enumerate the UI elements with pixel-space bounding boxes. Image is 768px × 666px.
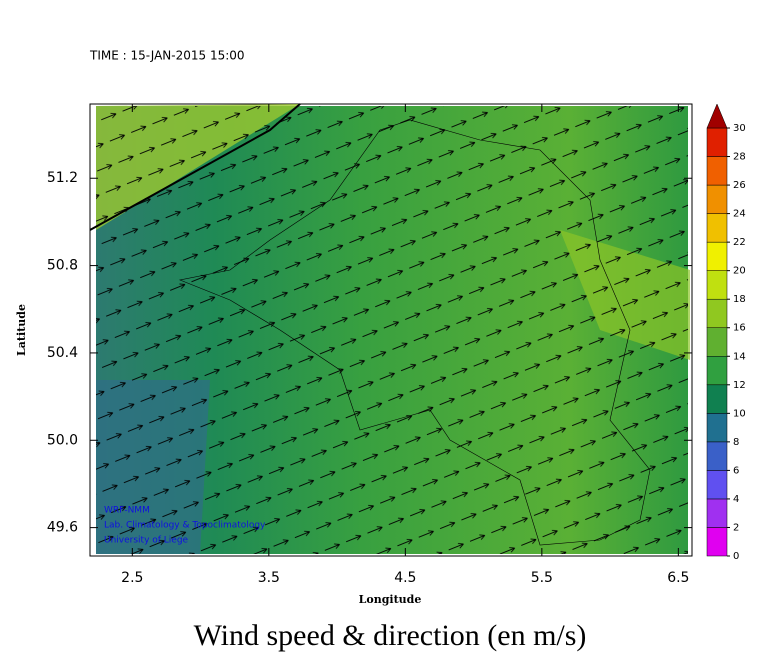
colorbar-bin <box>706 184 728 214</box>
colorbar-label: 2 <box>733 522 739 533</box>
colorbar-label: 26 <box>733 180 746 191</box>
colorbar-label: 0 <box>733 551 739 562</box>
colorbar-bin <box>706 441 728 471</box>
x-tick-label: 5.5 <box>531 570 553 586</box>
colorbar-label: 18 <box>733 294 746 305</box>
colorbar-label: 4 <box>733 494 739 505</box>
colorbar-bin <box>706 127 728 157</box>
x-tick-label: 3.5 <box>258 570 280 586</box>
colorbar-bin <box>706 241 728 271</box>
colorbar-bin <box>706 327 728 357</box>
y-tick-label: 50.0 <box>47 432 78 448</box>
y-tick-label: 50.4 <box>47 345 78 361</box>
x-tick-label: 4.5 <box>394 570 416 586</box>
x-tick-label: 2.5 <box>121 570 143 586</box>
footer-title: Wind speed & direction (en m/s) <box>194 619 587 652</box>
colorbar-bin <box>706 384 728 414</box>
credit: University of Liege <box>104 536 189 546</box>
time-label: TIME : 15-JAN-2015 15:00 <box>89 49 245 63</box>
map-area <box>89 103 693 557</box>
colorbar-label: 22 <box>733 237 746 248</box>
colorbar-bin <box>706 356 728 386</box>
colorbar-label: 30 <box>733 123 746 134</box>
colorbar-label: 28 <box>733 152 746 163</box>
colorbar-label: 10 <box>733 408 746 419</box>
colorbar-bin <box>706 413 728 443</box>
colorbar-label: 14 <box>733 351 746 362</box>
colorbar-label: 16 <box>733 323 746 334</box>
colorbar-bin <box>706 527 728 557</box>
coastline <box>89 103 301 231</box>
colorbar-bin <box>706 213 728 243</box>
borders <box>178 119 651 546</box>
wind-arrows <box>96 106 688 554</box>
x-tick-label: 6.5 <box>667 570 689 586</box>
y-tick-label: 51.2 <box>47 170 78 186</box>
colorbar-bin <box>706 298 728 328</box>
y-tick-label: 50.8 <box>47 258 78 274</box>
colorbar-label: 12 <box>733 380 746 391</box>
colorbar-label: 6 <box>733 465 739 476</box>
credit: WRF-NMM <box>104 506 150 516</box>
colorbar-bin <box>706 498 728 528</box>
y-axis-label: Latitude <box>15 304 28 356</box>
colorbar-label: 20 <box>733 266 746 277</box>
colorbar-bin <box>706 470 728 500</box>
colorbar-extend <box>706 103 728 129</box>
colorbar-bin <box>706 156 728 186</box>
colorbar-label: 8 <box>733 437 739 448</box>
colorbar-bin <box>706 270 728 300</box>
x-axis-label: Longitude <box>359 593 422 606</box>
credit: Lab. Climatology & Topoclimatology <box>104 521 266 531</box>
y-tick-label: 49.6 <box>47 520 78 536</box>
colorbar-label: 24 <box>733 209 746 220</box>
